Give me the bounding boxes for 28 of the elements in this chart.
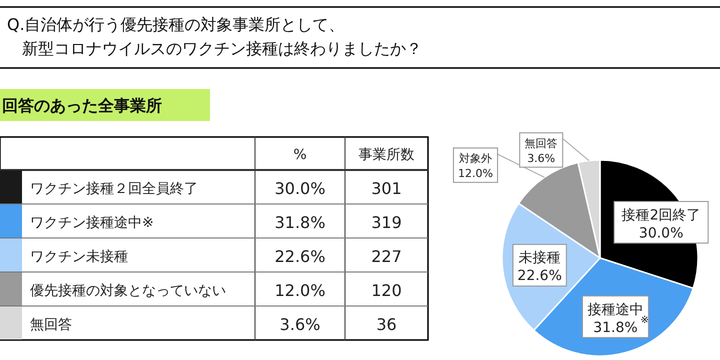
data-label: 227 <box>371 247 402 266</box>
data-label: 3.6% <box>527 152 556 165</box>
category-label: 優先接種の対象となっていない <box>30 283 226 299</box>
category-label: 無回答 <box>30 317 72 333</box>
data-label: 36 <box>376 315 397 334</box>
data-label: 12.0% <box>274 281 326 300</box>
category-label: ワクチン未接種 <box>30 249 128 265</box>
category-label: ワクチン接種２回全員終了 <box>30 181 198 197</box>
slice-label: 対象外 <box>459 152 492 166</box>
data-label: 31.8% <box>274 213 326 232</box>
text: Q.自治体が行う優先接種の対象事業所として、新型コロナウイルスのワクチン接種は終わりましたか？ <box>7 15 422 58</box>
data-label: 22.6% <box>517 268 562 284</box>
data-label: 30.0% <box>638 225 684 242</box>
data-label: 30.0% <box>274 179 326 198</box>
text: 回答のあった全事業所 <box>2 96 162 115</box>
data-label: 120 <box>371 281 402 300</box>
data-label: 301 <box>371 179 402 198</box>
slice-label: 接種2回終了 <box>622 207 701 224</box>
data-label: 22.6% <box>274 247 326 266</box>
text: % <box>293 147 307 163</box>
category-label: ワクチン接種途中※ <box>30 215 154 231</box>
data-label: 12.0% <box>458 167 493 180</box>
slice-label: 未接種 <box>518 250 561 266</box>
data-label: 31.8% <box>593 320 638 336</box>
slice-label: 無回答 <box>524 137 558 150</box>
data-label: 3.6% <box>280 315 320 334</box>
text: 事業所数 <box>358 147 414 163</box>
data-label: 319 <box>371 213 402 232</box>
